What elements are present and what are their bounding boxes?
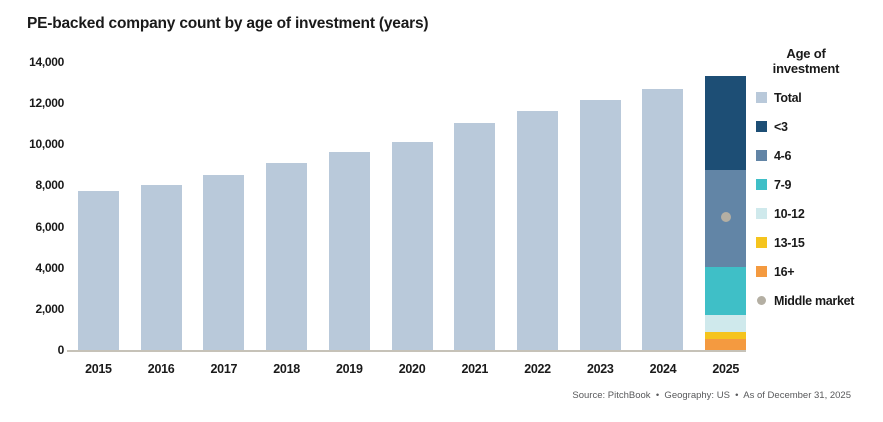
x-tick-label-2025: 2025 [712,362,740,376]
bar-2023 [579,100,621,350]
x-tick-label-2023: 2023 [586,362,614,376]
legend-swatch-age-4-6-icon [756,150,767,161]
y-tick-label-4000: 4,000 [35,260,64,275]
x-tick-label-2018: 2018 [273,362,300,376]
legend-item-middle-market: Middle market [756,286,882,315]
y-tick-label-14000: 14,000 [29,55,64,69]
bar-2020 [391,141,433,350]
bar-2018 [266,163,308,350]
legend-label-age-13-15: 13-15 [774,235,805,250]
y-tick-label-12000: 12,000 [29,96,64,111]
x-tick-label-2021: 2021 [461,362,489,376]
bar-2016 [140,184,182,350]
legend-swatch-age-13-15-icon [756,237,767,248]
legend-swatch-age-16-plus-icon [756,266,767,277]
legend-label-middle-market: Middle market [774,293,855,308]
legend-swatch-age-7-9-icon [756,179,767,190]
bar-2025-segment-age-16-plus [705,338,747,350]
y-tick-label-6000: 6,000 [35,219,64,234]
bar-2022 [517,110,558,350]
legend-title-line2: investment [772,61,840,76]
bar-slot-2024 [632,61,695,350]
bar-slot-2015 [67,61,130,350]
bars-region [67,61,757,350]
middle-market-marker-dot [720,211,731,222]
y-tick-label-2000: 2,000 [35,301,64,316]
y-tick-label-0: 0 [57,343,65,357]
bar-2021 [454,122,496,350]
bar-slot-2021 [443,61,506,350]
legend-label-total: Total [774,90,802,105]
legend-item-under-3: <3 [756,112,882,141]
y-tick-label-8000: 8,000 [35,178,64,193]
legend-item-age-16-plus: 16+ [756,257,882,286]
bar-2025-segment-under-3 [705,75,747,170]
bar-slot-2017 [192,61,255,350]
bar-2019 [328,151,370,350]
x-tick-label-2015: 2015 [85,362,112,376]
x-axis-line [67,350,746,352]
legend-items: Total <3 4-6 7-9 10-12 13-15 16+ Middle market [756,83,882,315]
legend-item-age-4-6: 4-6 [756,141,882,170]
legend-label-age-16-plus: 16+ [774,264,795,279]
bar-slot-2025 [694,61,757,350]
legend-item-age-13-15: 13-15 [756,228,882,257]
chart-title: PE-backed company count by age of invest… [27,15,429,32]
bar-2024 [642,88,684,350]
legend-label-age-7-9: 7-9 [774,177,792,192]
legend-swatch-age-10-12-icon [756,208,767,219]
legend-label-under-3: <3 [774,119,788,134]
bar-slot-2016 [130,61,193,350]
x-tick-label-2024: 2024 [649,362,677,376]
legend-swatch-under-3-icon [756,121,767,132]
legend-title: Age of investment [756,46,856,76]
x-tick-label-2020: 2020 [398,362,426,376]
bar-2025-segment-age-7-9 [705,266,747,316]
bar-2015 [77,191,119,350]
bar-slot-2023 [569,61,632,350]
bar-2025-segment-age-10-12 [705,315,747,333]
x-tick-label-2019: 2019 [336,362,363,376]
legend-title-line1: Age of [786,46,826,61]
bar-slot-2020 [381,61,444,350]
source-note: Source: PitchBook • Geography: US • As o… [572,390,851,401]
bar-slot-2018 [255,61,318,350]
bar-2025-segment-age-13-15 [705,332,747,339]
legend-item-age-7-9: 7-9 [756,170,882,199]
legend-label-age-10-12: 10-12 [774,206,805,221]
bar-slot-2019 [318,61,381,350]
legend-label-age-4-6: 4-6 [774,148,792,163]
legend-swatch-total-icon [756,92,767,103]
legend-item-age-10-12: 10-12 [756,199,882,228]
legend-item-total: Total [756,83,882,112]
legend-swatch-middle-market-icon [757,296,766,305]
x-tick-label-2016: 2016 [147,362,175,376]
bar-slot-2022 [506,61,569,350]
legend: Age of investment Total <3 4-6 7-9 10-12 13-1… [756,46,882,315]
x-tick-label-2017: 2017 [210,362,238,376]
y-tick-label-10000: 10,000 [29,137,64,152]
x-axis-labels: 2015 2016 2017 2018 2019 2020 2021 2022 2023 2024… [67,362,757,376]
x-tick-label-2022: 2022 [524,362,551,376]
bar-2025-stacked [705,75,747,350]
bar-2017 [203,174,245,350]
